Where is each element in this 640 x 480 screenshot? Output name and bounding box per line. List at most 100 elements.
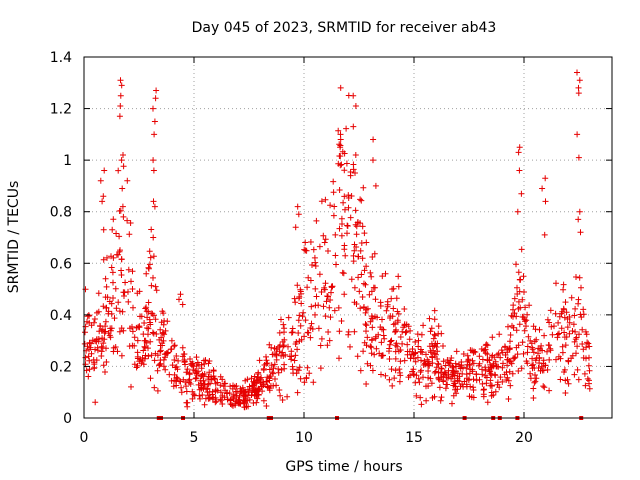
data-point: [360, 348, 367, 355]
data-point: [476, 353, 483, 360]
data-point: [397, 334, 404, 340]
data-point: [515, 269, 522, 276]
data-point: [506, 345, 513, 352]
data-point: [168, 377, 175, 384]
data-point: [364, 360, 371, 367]
data-point-spike: [576, 208, 583, 215]
data-point: [183, 388, 190, 395]
data-point-spike: [153, 87, 160, 94]
data-point: [399, 340, 406, 347]
data-point: [120, 163, 127, 170]
data-point: [205, 395, 212, 402]
data-point: [495, 363, 502, 370]
data-point: [440, 343, 446, 349]
data-point: [154, 387, 161, 394]
data-point: [327, 314, 334, 321]
data-point: [428, 325, 435, 332]
data-point: [532, 378, 539, 385]
data-point: [307, 239, 314, 245]
data-point: [445, 374, 451, 381]
chart-title: Day 045 of 2023, SRMTID for receiver ab4…: [192, 20, 497, 36]
data-point: [296, 364, 303, 371]
data-point-spike: [101, 167, 108, 174]
data-point: [406, 348, 413, 355]
data-point: [410, 366, 417, 373]
data-point: [179, 344, 186, 351]
data-point: [547, 307, 554, 314]
data-point: [382, 372, 389, 379]
data-point: [582, 328, 589, 335]
data-point: [487, 370, 494, 377]
data-point: [358, 271, 365, 278]
data-point: [341, 246, 348, 253]
data-point: [397, 358, 404, 365]
data-point: [115, 251, 122, 258]
data-point: [373, 345, 380, 352]
data-point: [93, 336, 100, 343]
data-point: [560, 286, 567, 293]
data-point: [251, 388, 258, 395]
data-point: [434, 356, 441, 362]
data-point: [128, 383, 134, 390]
data-point: [580, 354, 587, 361]
data-point: [532, 357, 539, 364]
plot-frame: [83, 56, 613, 419]
data-point: [345, 195, 352, 201]
data-point: [511, 310, 518, 317]
data-point: [232, 388, 239, 395]
data-point: [402, 329, 409, 336]
data-point: [240, 387, 247, 394]
y-tick-label: 1: [63, 153, 72, 169]
data-point: [128, 278, 134, 285]
data-point: [484, 399, 491, 406]
data-point: [369, 254, 376, 260]
data-point: [301, 333, 308, 340]
data-point: [318, 289, 325, 295]
data-point: [289, 325, 296, 332]
data-point-spike: [575, 84, 582, 91]
data-point: [358, 240, 365, 246]
data-point: [427, 328, 434, 335]
data-point: [208, 376, 215, 383]
data-point-spike: [120, 152, 126, 158]
data-point: [143, 304, 150, 311]
data-point: [193, 354, 200, 361]
data-point-spike: [99, 198, 106, 205]
data-point: [117, 247, 123, 254]
data-point: [160, 329, 167, 336]
data-point: [350, 252, 357, 259]
data-point: [288, 329, 295, 336]
data-point: [322, 236, 329, 243]
data-point: [344, 223, 351, 229]
data-point: [561, 314, 568, 321]
data-point: [488, 382, 495, 389]
data-point: [116, 308, 123, 315]
data-point: [339, 221, 345, 227]
data-point: [552, 310, 559, 317]
data-point: [515, 298, 522, 305]
data-point: [383, 307, 390, 314]
y-tick-label: 0: [63, 411, 72, 427]
data-point: [92, 399, 99, 406]
data-point-spike: [151, 131, 158, 138]
data-point: [144, 314, 151, 321]
data-point-spike: [352, 170, 358, 176]
data-point: [362, 321, 369, 328]
data-point: [586, 367, 593, 374]
data-point: [350, 258, 357, 265]
data-point: [275, 369, 282, 376]
data-point: [585, 362, 592, 369]
data-point: [248, 392, 255, 398]
data-point: [153, 287, 160, 294]
data-point: [201, 381, 208, 388]
data-point: [115, 167, 122, 174]
data-point: [389, 286, 396, 293]
data-point: [193, 375, 200, 382]
data-point: [476, 376, 483, 383]
data-point: [463, 381, 470, 388]
y-tick-label: 1.4: [50, 50, 72, 66]
data-point: [281, 365, 288, 372]
data-point: [345, 331, 352, 338]
data-point: [409, 346, 416, 352]
